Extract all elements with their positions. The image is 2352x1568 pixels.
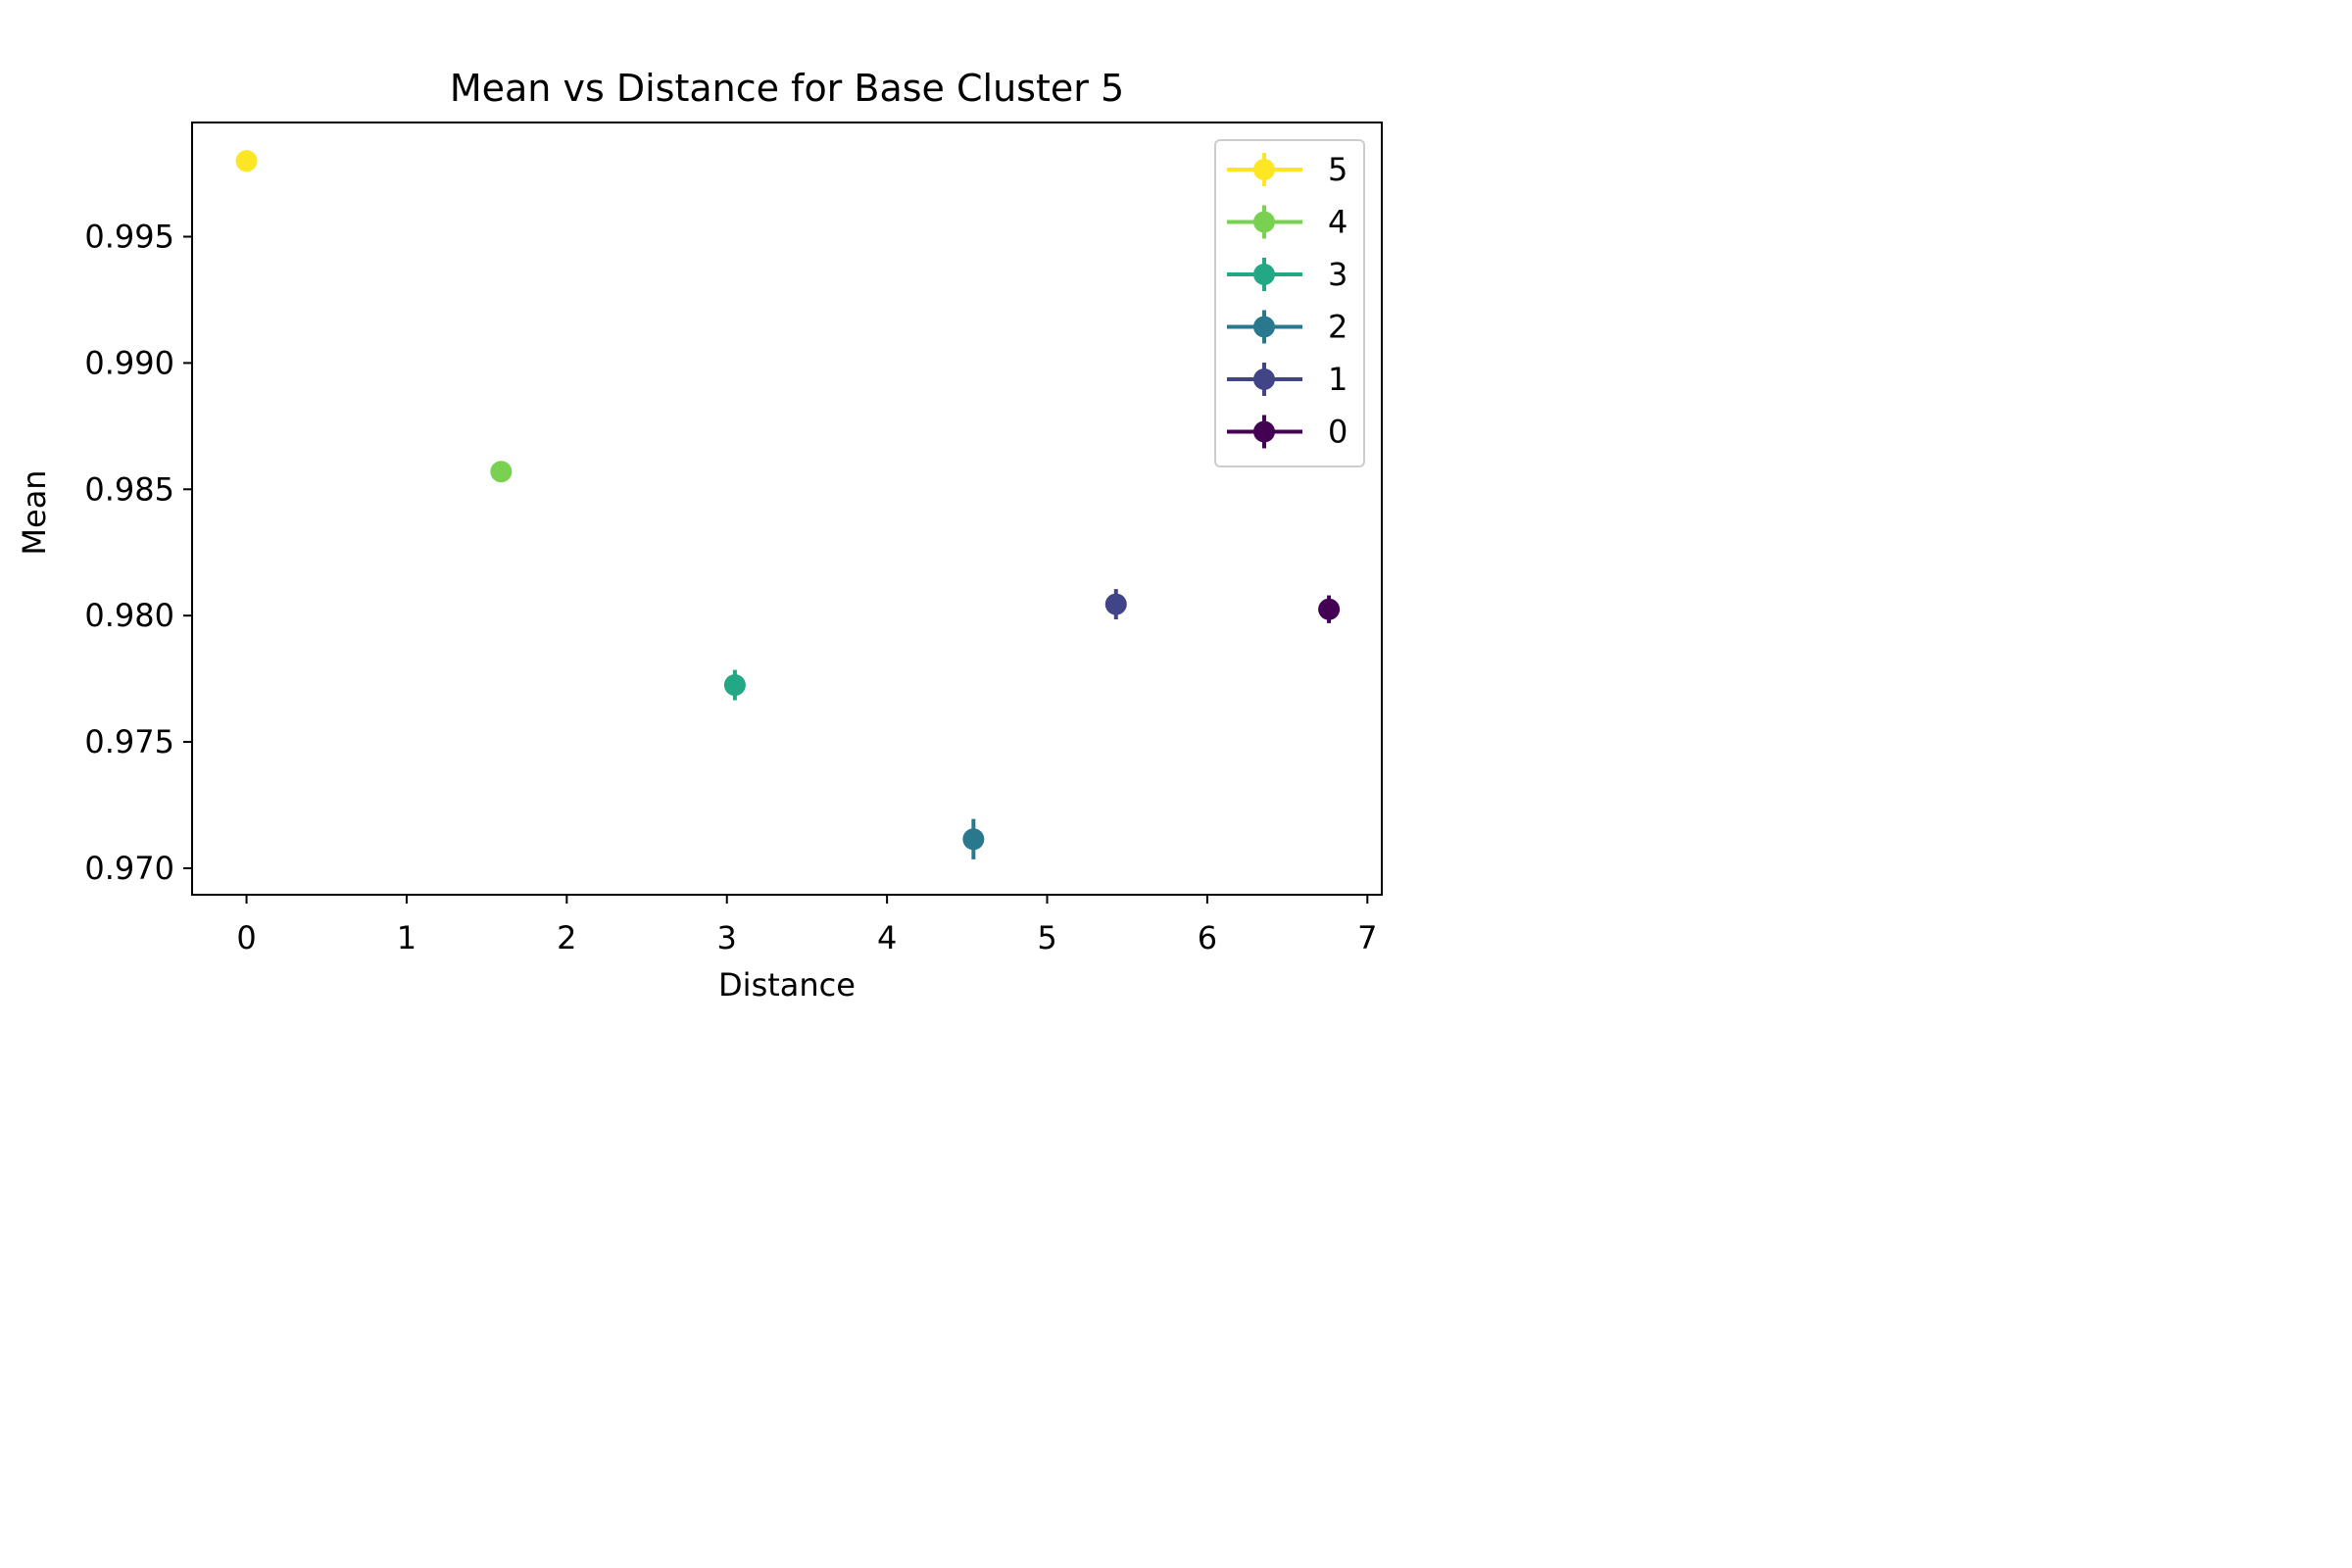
y-tick-label: 0.970 [84, 850, 174, 887]
series-3-marker [723, 674, 746, 697]
series-4-point [490, 461, 513, 483]
legend-marker [1253, 420, 1275, 443]
y-tick-label: 0.995 [84, 219, 174, 256]
series-2-marker [962, 828, 985, 851]
x-tick-label: 0 [236, 919, 256, 956]
y-tick-label: 0.980 [84, 597, 174, 634]
legend-marker [1253, 316, 1275, 338]
series-1-marker [1104, 593, 1127, 615]
y-tick-label: 0.990 [84, 344, 174, 381]
x-tick-label: 4 [877, 919, 897, 956]
y-tick-label: 0.975 [84, 723, 174, 760]
legend-label: 1 [1328, 361, 1348, 398]
series-4-marker [490, 461, 513, 483]
x-tick-label: 5 [1037, 919, 1056, 956]
legend-marker [1253, 264, 1275, 285]
x-tick-label: 2 [557, 919, 576, 956]
x-axis-label: Distance [718, 966, 856, 1004]
legend-entry-5: 5 [1227, 151, 1348, 188]
y-axis-label: Mean [16, 469, 53, 555]
data-points [235, 150, 1341, 859]
legend-marker [1253, 211, 1275, 233]
legend-label: 3 [1328, 256, 1348, 293]
legend-marker [1253, 159, 1275, 180]
x-tick-label: 3 [717, 919, 737, 956]
series-5-point [235, 150, 258, 172]
legend-label: 4 [1328, 204, 1348, 241]
legend-label: 2 [1328, 309, 1348, 346]
chart: Mean vs Distance for Base Cluster 5 0 1 2 3… [0, 0, 1515, 1029]
legend-label: 5 [1328, 151, 1348, 188]
x-tick-label: 7 [1357, 919, 1377, 956]
legend-entry-1: 1 [1227, 361, 1348, 398]
chart-title: Mean vs Distance for Base Cluster 5 [450, 67, 1124, 110]
x-axis-ticks: 0 1 2 3 4 5 6 7 [236, 895, 1377, 956]
series-1-point [1104, 589, 1127, 620]
series-0-point [1318, 595, 1341, 623]
legend: 5 4 3 2 1 0 [1214, 139, 1365, 467]
legend-label: 0 [1328, 414, 1348, 451]
legend-entry-3: 3 [1227, 256, 1348, 293]
y-axis-ticks: 0.970 0.975 0.980 0.985 0.990 0.995 [84, 219, 192, 887]
x-tick-label: 6 [1198, 919, 1217, 956]
series-3-point [723, 669, 746, 701]
legend-entry-0: 0 [1227, 414, 1348, 451]
legend-entry-4: 4 [1227, 204, 1348, 241]
series-5-marker [235, 150, 258, 172]
y-tick-label: 0.985 [84, 470, 174, 508]
x-tick-label: 1 [397, 919, 416, 956]
legend-marker [1253, 368, 1275, 390]
series-0-marker [1318, 598, 1341, 620]
series-2-point [962, 818, 985, 859]
legend-entry-2: 2 [1227, 309, 1348, 346]
plot-area-frame [191, 122, 1383, 896]
